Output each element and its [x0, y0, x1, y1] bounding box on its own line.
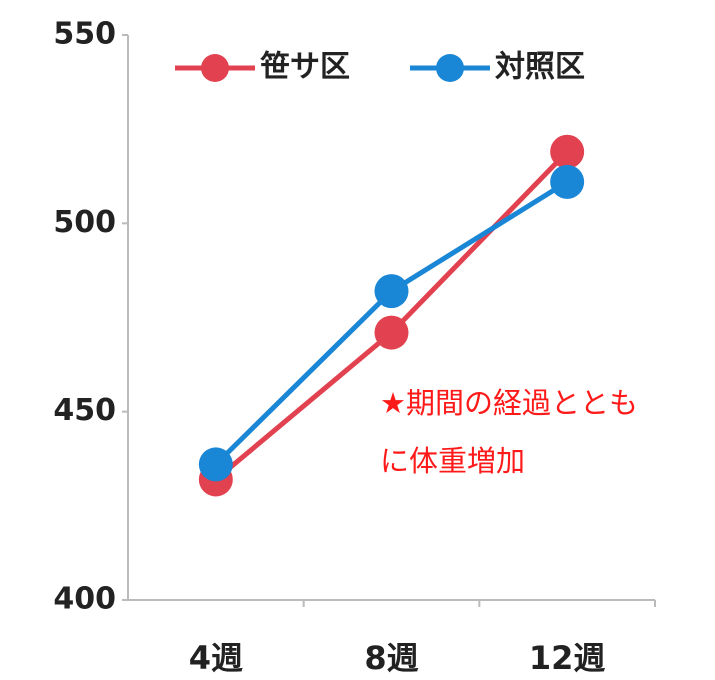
legend-marker: [201, 54, 229, 82]
marker: [550, 134, 585, 169]
marker: [198, 447, 233, 482]
marker: [374, 315, 409, 350]
x-tick-label: 4週: [189, 639, 243, 677]
y-tick-label: 400: [53, 582, 116, 617]
y-tick-label: 450: [53, 393, 116, 428]
annotation: に体重増加: [380, 444, 525, 478]
legend-label: 対照区: [495, 50, 585, 85]
y-tick-label: 500: [53, 205, 116, 240]
marker: [374, 274, 409, 309]
marker: [550, 164, 585, 199]
legend-label: 笹サ区: [260, 50, 350, 85]
x-tick-label: 12週: [529, 639, 606, 677]
y-tick-label: 550: [53, 17, 116, 52]
legend-marker: [436, 54, 464, 82]
annotation: ★期間の経過ととも: [380, 386, 638, 420]
x-tick-label: 8週: [364, 639, 418, 677]
